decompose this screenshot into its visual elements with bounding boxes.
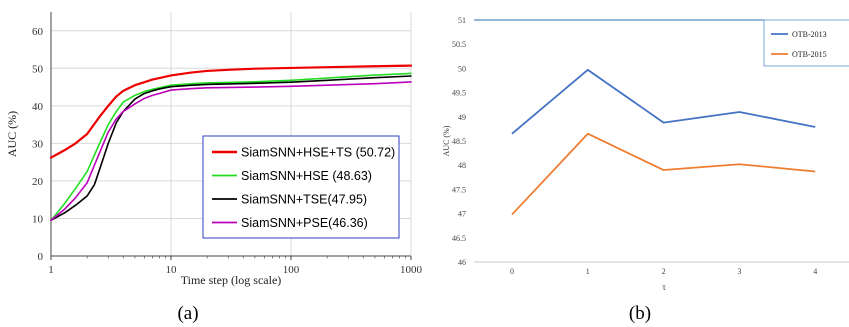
x-axis-label: Time step (log scale) bbox=[181, 273, 282, 287]
y-tick-label: 10 bbox=[32, 213, 44, 225]
x-tick-label: 1000 bbox=[400, 264, 423, 276]
y-axis-label: AUC (%) bbox=[5, 111, 19, 157]
series-line bbox=[511, 68, 816, 135]
legend-label: SiamSNN+PSE(46.36) bbox=[241, 216, 368, 230]
y-tick-label: 60 bbox=[32, 26, 44, 38]
x-tick-label: 1 bbox=[48, 264, 54, 276]
y-tick-label: 47 bbox=[458, 210, 466, 219]
x-tick-label: 0 bbox=[510, 267, 514, 276]
y-tick-label: 49.5 bbox=[452, 89, 466, 98]
y-tick-label: 50 bbox=[32, 63, 44, 75]
chart-a: 0 10 20 30 40 50 60 1 10 100 1000 Time step (log sc… bbox=[5, 12, 423, 324]
y-tick-label: 48 bbox=[458, 161, 466, 170]
series-line bbox=[49, 64, 413, 159]
x-tick-label: 100 bbox=[283, 264, 300, 276]
y-tick-label: 20 bbox=[32, 176, 44, 188]
y-tick-label: 0 bbox=[38, 251, 44, 263]
y-tick-label: 46.5 bbox=[452, 234, 466, 243]
x-tick-label: 3 bbox=[737, 267, 741, 276]
y-tick-label: 46 bbox=[458, 258, 466, 267]
x-tick-label: 10 bbox=[166, 264, 178, 276]
y-tick-label: 50 bbox=[458, 64, 466, 73]
x-tick-label: 2 bbox=[662, 267, 666, 276]
y-tick-label: 40 bbox=[32, 101, 44, 113]
y-axis-label: AUC (%) bbox=[442, 125, 451, 156]
series-line bbox=[50, 81, 412, 222]
x-tick-label: 1 bbox=[586, 267, 590, 276]
y-tick-label: 50.5 bbox=[452, 40, 466, 49]
y-tick-label: 48.5 bbox=[452, 137, 466, 146]
caption: (a) bbox=[177, 303, 198, 324]
x-axis-label: τ bbox=[662, 282, 666, 292]
legend-label: SiamSNN+HSE (48.63) bbox=[241, 169, 372, 183]
y-tick-label: 47.5 bbox=[452, 185, 466, 194]
series-line bbox=[50, 75, 412, 222]
caption: (b) bbox=[629, 303, 651, 324]
y-tick-label: 49 bbox=[458, 113, 466, 122]
series-line bbox=[50, 72, 412, 222]
y-tick-label: 30 bbox=[32, 138, 44, 150]
legend-label: OTB-2015 bbox=[792, 50, 827, 59]
x-tick-label: 4 bbox=[813, 267, 817, 276]
legend-label: SiamSNN+TSE(47.95) bbox=[241, 193, 367, 207]
legend-label: OTB-2013 bbox=[792, 30, 827, 39]
legend-box bbox=[763, 19, 849, 67]
series-line bbox=[511, 132, 816, 216]
legend-label: SiamSNN+HSE+TS (50.72) bbox=[241, 146, 395, 160]
chart-b: 46 46.5 47 47.5 48 48.5 49 49.5 50 50.5 51 0 1 2 3 4 τ AU… bbox=[442, 16, 849, 324]
y-tick-label: 51 bbox=[458, 16, 466, 25]
